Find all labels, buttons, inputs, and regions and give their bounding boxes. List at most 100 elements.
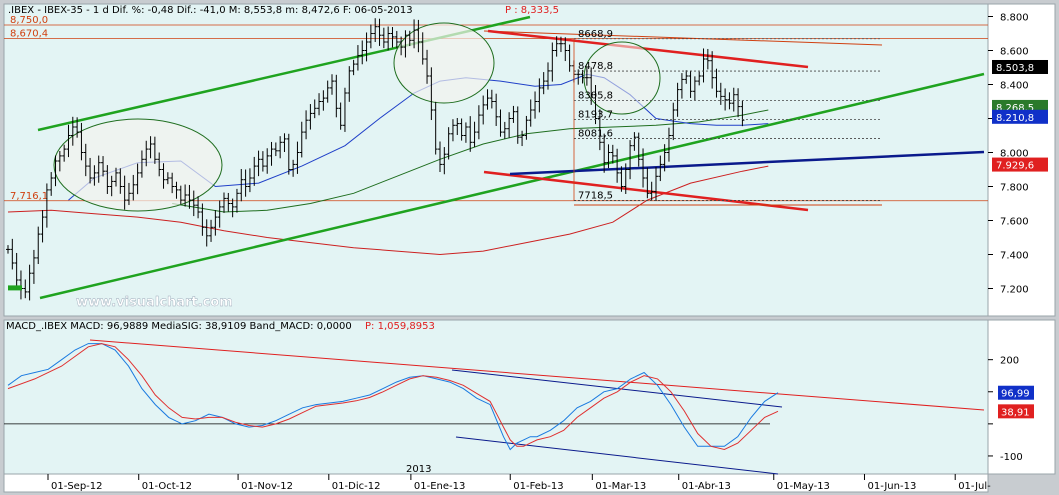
price-bar (247, 168, 252, 193)
price-bar (312, 99, 317, 119)
price-bar (407, 30, 412, 47)
macd-channel-bottom (455, 436, 779, 475)
macd-header-last: P: 1,059,8953 (365, 321, 435, 332)
price-bar (697, 71, 702, 86)
fib-level-label: 8668,9 (578, 29, 613, 40)
price-bar (295, 141, 300, 174)
price-bar (442, 147, 447, 175)
price-bar (187, 184, 192, 209)
downtrend-top (487, 29, 809, 69)
price-bar (230, 198, 235, 218)
price-bar (580, 69, 585, 84)
macd-series-line (7, 343, 779, 451)
price-bar (386, 26, 391, 51)
fib-level-label: 8081,6 (578, 129, 613, 140)
macd-panel[interactable] (3, 319, 989, 475)
price-bar (308, 104, 313, 130)
price-bar (10, 238, 15, 270)
price-bar (355, 45, 360, 71)
price-bar (511, 105, 516, 123)
price-y-tick-label: 7.800 (1000, 183, 1029, 194)
price-bar (425, 49, 430, 84)
price-bar (554, 36, 559, 57)
price-axis-tag-bg (992, 109, 1048, 124)
price-bar (520, 130, 525, 147)
price-bar (174, 181, 179, 199)
macd-axis-tag-bg (998, 385, 1034, 400)
macd-resistance-line (89, 339, 985, 411)
price-axis-tag-bg (992, 59, 1048, 74)
fib-level-label: 8193,7 (578, 110, 613, 121)
price-bar (610, 144, 615, 164)
price-bar (114, 167, 118, 187)
price-bar (165, 172, 170, 185)
price-axis-tag: 7.929,6 (992, 157, 1048, 172)
price-bar (654, 166, 658, 201)
price-bar (282, 133, 287, 152)
price-bar (62, 144, 67, 162)
fib-level-label: 8305,8 (578, 90, 613, 101)
price-bar (368, 24, 373, 49)
price-bar (101, 156, 106, 177)
price-bar (528, 99, 533, 127)
price-bar (209, 219, 214, 242)
date-tick-label: 01-Oct-12 (142, 481, 192, 492)
price-bar (420, 32, 425, 65)
price-axis-tag-label: 8.268,5 (996, 103, 1034, 114)
date-tick-label: 01-Ene-13 (414, 481, 465, 492)
price-axis-tag: 8.503,8 (992, 59, 1048, 74)
level-label: 8,670,4 (10, 29, 48, 40)
price-bar (489, 89, 494, 109)
price-bar (79, 122, 84, 161)
marker-bar (8, 285, 22, 291)
price-bar (446, 127, 451, 160)
price-bar (727, 92, 732, 110)
date-tick-label: 01-Mar-13 (595, 481, 646, 492)
price-bar (135, 163, 140, 195)
price-axis-tag-bg (992, 157, 1048, 172)
price-bar (494, 93, 499, 126)
price-bar (537, 78, 542, 113)
price-bar (75, 117, 80, 138)
price-bar (70, 116, 75, 146)
price-bar (688, 70, 693, 98)
price-bar (433, 101, 438, 155)
price-bar (679, 73, 684, 99)
price-bar (49, 172, 54, 196)
price-bar (705, 48, 710, 70)
price-bar (459, 118, 464, 141)
price-bar (377, 18, 382, 46)
price-bar (567, 44, 572, 72)
price-bar (399, 36, 404, 56)
price-bar (450, 119, 455, 142)
price-bar (515, 106, 520, 144)
year-label: 2013 (406, 464, 431, 475)
price-bar (27, 264, 32, 301)
price-bar (40, 210, 45, 243)
price-bar (662, 144, 667, 172)
price-bar (92, 165, 97, 186)
price-bar (476, 105, 481, 140)
price-bar (252, 156, 257, 186)
price-bar (416, 19, 421, 53)
fib-level-label: 8478,8 (578, 61, 613, 72)
price-bar (645, 167, 650, 199)
price-bar (152, 136, 157, 164)
price-bar (109, 175, 114, 197)
price-bar (161, 163, 166, 189)
price-bar (6, 245, 10, 254)
price-bar (403, 30, 408, 58)
price-bar (710, 51, 715, 89)
price-bar (731, 87, 736, 112)
price-bar (641, 148, 646, 188)
price-bar (658, 155, 663, 182)
highlight-ellipse-2 (393, 22, 495, 104)
date-tick-label: 01-May-13 (777, 481, 830, 492)
price-bar (204, 219, 209, 247)
price-bar (649, 181, 654, 201)
price-bar (394, 30, 399, 48)
price-bar (584, 66, 589, 86)
price-bar (23, 279, 28, 299)
price-bar (338, 102, 343, 130)
price-bar (671, 102, 676, 141)
